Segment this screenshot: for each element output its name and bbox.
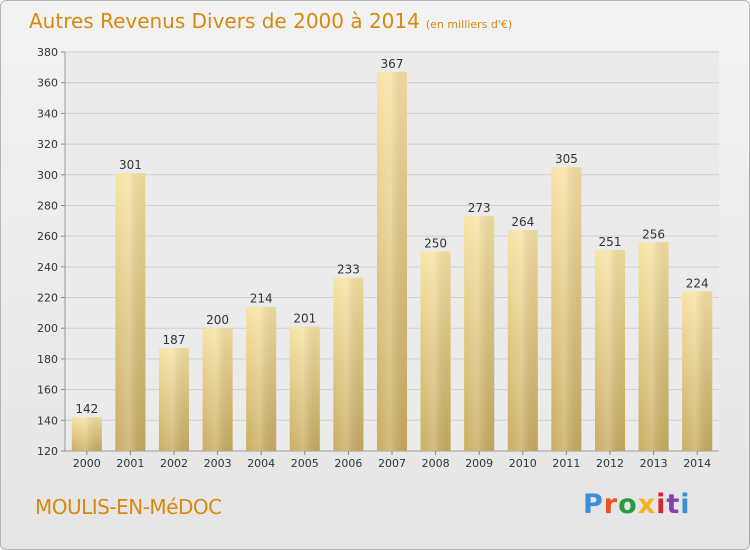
logo-letter: i <box>656 489 667 520</box>
y-tick-label: 140 <box>37 414 58 427</box>
value-label: 305 <box>555 152 578 166</box>
value-label: 201 <box>293 312 316 326</box>
y-tick-label: 180 <box>37 353 58 366</box>
y-tick-label: 120 <box>37 445 58 458</box>
chart-title-text: Autres Revenus Divers de 2000 à 2014 <box>29 9 420 33</box>
chart-unit: (en milliers d'€) <box>425 18 513 31</box>
x-tick-label: 2002 <box>160 457 188 470</box>
bar-shine <box>289 326 320 451</box>
logo-letter: r <box>603 489 619 520</box>
bar-shine <box>246 306 277 451</box>
y-tick-label: 260 <box>37 230 58 243</box>
bar-shine <box>594 249 626 451</box>
value-label: 214 <box>250 292 273 306</box>
x-tick-label: 2010 <box>509 457 537 470</box>
bars <box>71 71 713 451</box>
x-tick-label: 2012 <box>596 457 624 470</box>
x-tick-label: 2011 <box>552 457 580 470</box>
value-label: 233 <box>337 263 360 277</box>
y-tick-label: 280 <box>37 199 58 212</box>
bar-shine <box>638 242 669 451</box>
y-tick-label: 220 <box>37 292 58 305</box>
commune-name: MOULIS-EN-MéDOC <box>35 495 222 519</box>
value-label: 256 <box>642 227 665 241</box>
x-tick-label: 2009 <box>465 457 493 470</box>
logo-letter: P <box>583 489 604 520</box>
x-tick-label: 2013 <box>640 457 668 470</box>
bar-shine <box>507 230 538 451</box>
proxiti-logo: Proxiti <box>583 489 691 520</box>
x-tick-label: 2014 <box>683 457 711 470</box>
y-tick-label: 360 <box>37 77 58 90</box>
x-tick-label: 2004 <box>247 457 275 470</box>
bar-shine <box>420 251 451 451</box>
value-label: 251 <box>599 235 622 249</box>
value-label: 264 <box>511 215 534 229</box>
y-tick-label: 240 <box>37 261 58 274</box>
value-label: 224 <box>686 276 709 290</box>
bar-shine <box>333 277 364 451</box>
bar-shine <box>376 71 408 451</box>
value-label: 367 <box>381 57 404 71</box>
x-tick-label: 2008 <box>422 457 450 470</box>
logo-letter: o <box>618 489 638 520</box>
bar-shine <box>158 348 190 451</box>
x-tick-label: 2000 <box>73 457 101 470</box>
y-tick-label: 340 <box>37 107 58 120</box>
logo-letter: i <box>680 489 691 520</box>
bar-shine <box>551 167 582 451</box>
y-tick-label: 300 <box>37 169 58 182</box>
y-tick-label: 200 <box>37 322 58 335</box>
logo-letter: t <box>666 489 681 520</box>
x-tick-label: 2007 <box>378 457 406 470</box>
value-label: 142 <box>75 402 98 416</box>
x-tick-label: 2001 <box>116 457 144 470</box>
bar-shine <box>202 328 233 451</box>
bar-shine <box>464 216 495 451</box>
value-label: 301 <box>119 158 142 172</box>
bar-shine <box>71 417 102 451</box>
x-tick-label: 2005 <box>291 457 319 470</box>
value-label: 273 <box>468 201 491 215</box>
y-tick-label: 320 <box>37 138 58 151</box>
y-tick-label: 160 <box>37 384 58 397</box>
bar-shine <box>115 173 146 451</box>
y-tick-label: 380 <box>37 46 58 59</box>
x-tick-label: 2006 <box>334 457 362 470</box>
value-label: 200 <box>206 313 229 327</box>
bar-shine <box>682 291 713 451</box>
chart-title: Autres Revenus Divers de 2000 à 2014 (en … <box>29 9 512 33</box>
logo-letter: x <box>637 489 657 520</box>
labels: 142 2000 301 2001 187 2002 200 2003 214 2004 201 20… <box>73 57 711 470</box>
x-tick-label: 2003 <box>204 457 232 470</box>
value-label: 250 <box>424 237 447 251</box>
value-label: 187 <box>163 333 186 347</box>
